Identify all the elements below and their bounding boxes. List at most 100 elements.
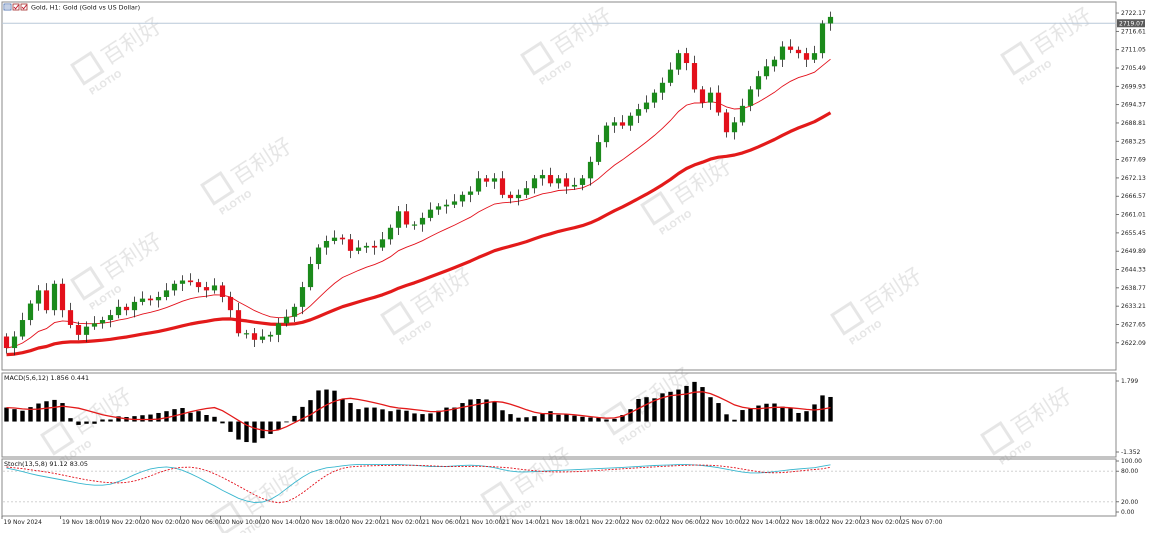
macd-bar	[388, 411, 393, 422]
candle	[523, 180, 530, 199]
candle-body-bull	[163, 290, 170, 297]
macd-bar	[68, 418, 73, 422]
candle	[603, 122, 610, 148]
candle-body-bull	[291, 306, 298, 317]
candle-body-bull	[379, 239, 386, 248]
time-tick-label: 19 Nov 2024	[4, 519, 43, 526]
macd-bar	[668, 391, 673, 422]
macd-bar	[492, 401, 497, 422]
macd-signal-line	[6, 391, 831, 432]
candle	[659, 77, 666, 100]
candle	[539, 169, 546, 186]
stoch-signal-line	[6, 464, 831, 504]
candle	[411, 221, 418, 230]
candle	[483, 175, 490, 187]
price-tick-label: 2722.17	[1121, 10, 1146, 17]
macd-bar	[92, 421, 97, 424]
macd-tick-label: 1.799	[1121, 378, 1138, 385]
macd-pane[interactable]: MACD(5,6,12) 1.856 0.441	[1, 372, 1117, 458]
candle	[291, 303, 298, 323]
macd-bar	[532, 416, 537, 422]
ma-fast-line	[6, 58, 831, 349]
price-axis[interactable]: 2722.17 2716.61 2711.05 2705.49 2699.93 2694.…	[1116, 10, 1146, 347]
macd-bar	[468, 399, 473, 422]
price-tick-label: 2683.25	[1121, 138, 1146, 145]
candle-body-bull	[459, 194, 466, 202]
macd-bar	[364, 407, 369, 422]
candle-body-bull	[91, 323, 98, 327]
candle	[123, 303, 130, 316]
macd-bar	[292, 415, 297, 422]
candle-body-bull	[19, 320, 26, 337]
candles-layer	[3, 11, 834, 356]
candle-body-bear	[123, 306, 130, 311]
candle-body-bull	[363, 245, 370, 248]
candle	[443, 199, 450, 214]
watermark-logo-icon	[210, 501, 245, 533]
macd-bar	[732, 419, 737, 422]
candle	[691, 55, 698, 93]
time-tick-label: 21 Nov 18:00	[542, 519, 583, 526]
price-tick-label: 2672.13	[1121, 175, 1146, 182]
candle-body-bull	[179, 280, 186, 284]
candle-body-bull	[411, 224, 418, 226]
time-axis[interactable]: 19 Nov 2024 19 Nov 18:00 19 Nov 22:00 20 No…	[1, 515, 1116, 526]
candle	[235, 302, 242, 337]
macd-bar	[404, 410, 409, 422]
candle	[91, 316, 98, 330]
candle	[83, 321, 90, 343]
macd-bar	[804, 411, 809, 422]
candle-body-bull	[659, 82, 666, 93]
time-tick-label: 22 Nov 14:00	[742, 519, 783, 526]
macd-bar	[452, 407, 457, 422]
candle	[171, 280, 178, 296]
macd-bar	[564, 414, 569, 422]
candle	[435, 203, 442, 215]
macd-bar	[572, 415, 577, 422]
macd-bar	[148, 414, 153, 422]
candle	[115, 299, 122, 319]
candle-body-bear	[219, 285, 226, 297]
price-pane[interactable]: Gold, H1: Gold (Gold vs US Dollar)	[1, 1, 1117, 371]
price-tick-label: 2638.77	[1121, 285, 1146, 292]
candle	[427, 202, 434, 222]
candle-body-bull	[283, 316, 290, 324]
candle	[707, 87, 714, 110]
candle	[131, 296, 138, 318]
candle	[251, 327, 258, 348]
macd-bar	[540, 413, 545, 422]
price-tick-label: 2649.89	[1121, 248, 1146, 255]
candle-body-bear	[507, 194, 514, 199]
candle-body-bear	[43, 290, 50, 311]
candle-body-bull	[443, 204, 450, 207]
candle	[331, 230, 338, 245]
candle-body-bull	[299, 287, 306, 307]
candle	[643, 95, 650, 113]
watermark-logo-icon	[70, 51, 105, 86]
macd-bar	[52, 399, 57, 422]
watermark-logo-icon	[980, 421, 1015, 456]
macd-bar	[332, 390, 337, 422]
candle-body-bull	[467, 191, 474, 195]
macd-bar	[796, 412, 801, 422]
candle	[43, 283, 50, 314]
trade-toggle-icon[interactable]	[20, 3, 28, 11]
macd-bar	[700, 387, 705, 422]
candle-body-bear	[723, 112, 730, 133]
macd-pane-border	[1, 372, 1117, 458]
candle	[107, 309, 114, 328]
macd-bar	[660, 393, 665, 422]
symbol-menu-icon[interactable]	[3, 3, 12, 11]
candle	[3, 333, 10, 354]
price-tick-label: 2655.45	[1121, 230, 1146, 237]
candle-body-bull	[515, 194, 522, 199]
candle	[763, 59, 770, 80]
candle-body-bear	[619, 122, 626, 126]
candle-body-bull	[603, 125, 610, 143]
candle	[715, 85, 722, 116]
macd-bar	[764, 403, 769, 422]
watermark-logo-icon	[520, 41, 555, 76]
candle	[211, 278, 218, 294]
macd-bar	[132, 416, 137, 422]
one-click-trading-icon[interactable]	[12, 3, 20, 11]
